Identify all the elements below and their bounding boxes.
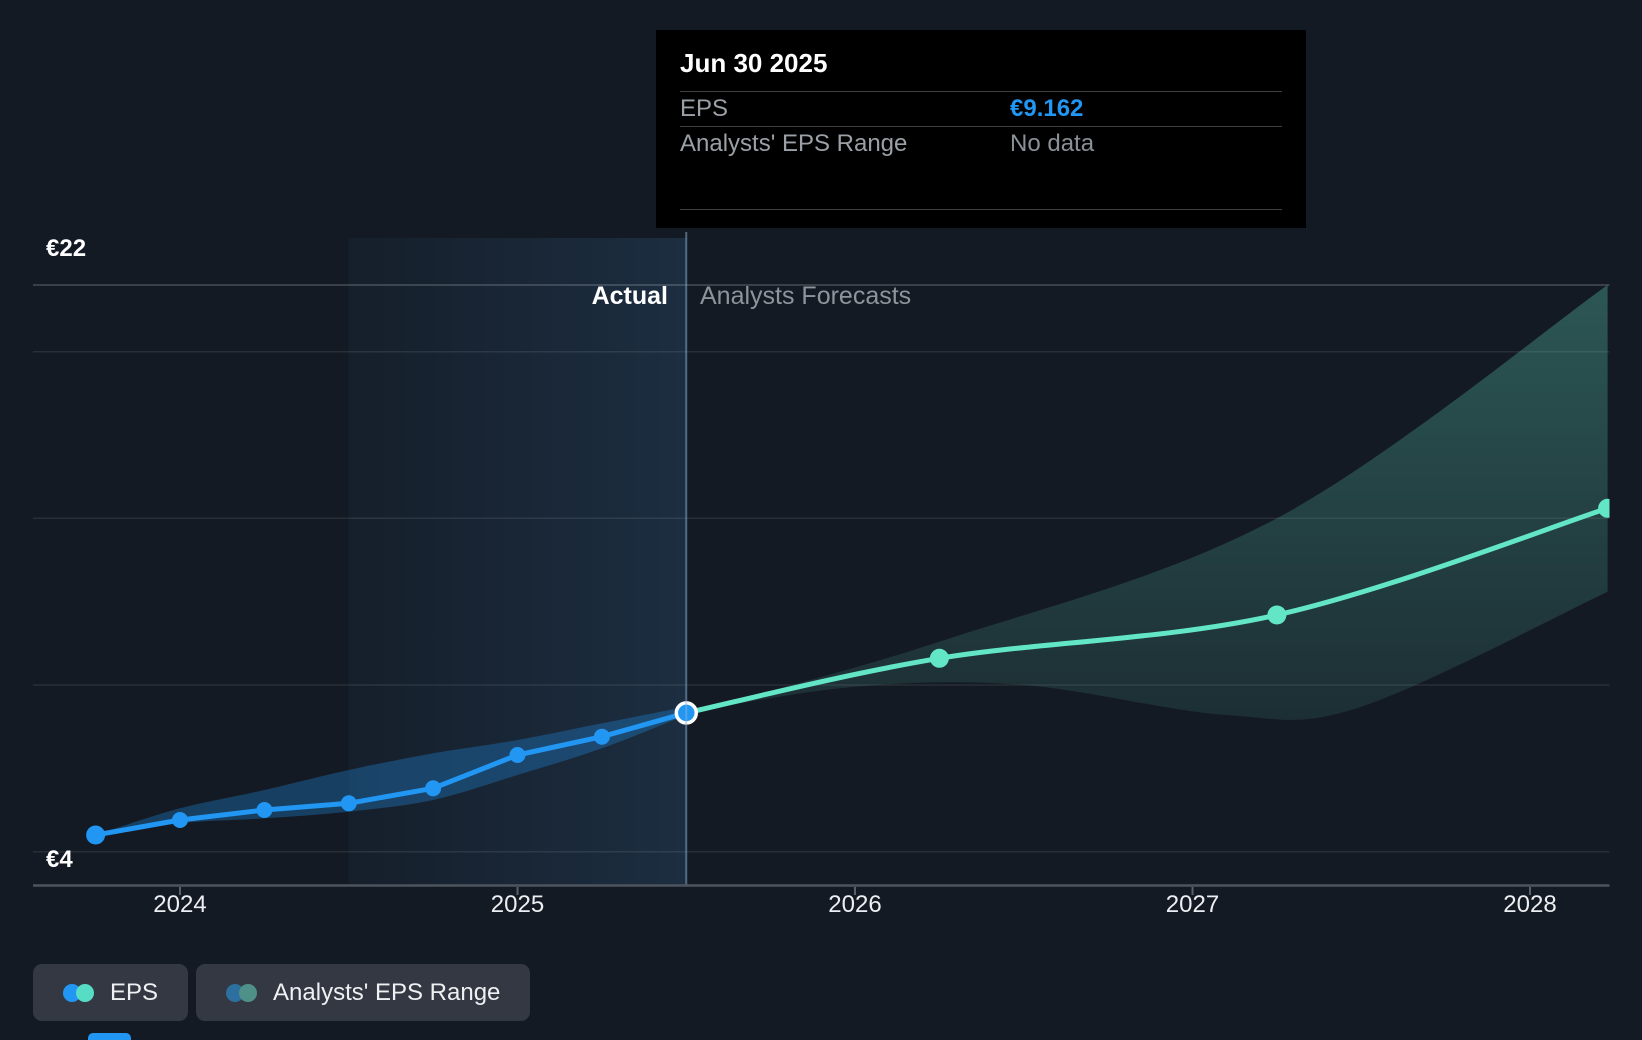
tooltip-range-value: No data	[1010, 130, 1095, 157]
tooltip-eps-value: €9.162	[1010, 95, 1084, 122]
tooltip-divider	[680, 209, 1282, 210]
forecasts-phase-label: Analysts Forecasts	[700, 282, 912, 310]
eps-series-icon	[63, 983, 94, 1002]
cut-off-blue-element[interactable]	[88, 1033, 131, 1040]
x-axis-label-2025: 2025	[490, 891, 545, 918]
legend-item-eps[interactable]: EPS	[33, 964, 189, 1021]
x-axis-label-2027: 2027	[1165, 891, 1220, 918]
x-axis-label-2028: 2028	[1503, 891, 1557, 918]
sea-green-dot-icon	[239, 983, 258, 1002]
range-series-icon	[226, 983, 258, 1002]
x-axis: 2024 2025 2026 2027 2028	[0, 891, 1642, 925]
teal-dot-icon	[76, 983, 94, 1002]
data-point-actual[interactable]	[593, 728, 610, 745]
data-point-actual[interactable]	[509, 747, 526, 763]
tooltip-row-eps: EPS €9.162	[680, 92, 1282, 126]
tooltip-divider	[680, 91, 1282, 92]
data-point-actual[interactable]	[172, 812, 188, 828]
data-point-forecast[interactable]	[1598, 498, 1617, 518]
actual-period-highlight	[348, 238, 687, 885]
data-point-forecast[interactable]	[1267, 605, 1287, 625]
x-axis-label-2024: 2024	[153, 891, 207, 918]
legend-eps-label: EPS	[110, 978, 159, 1006]
chart-tooltip: Jun 30 2025 EPS €9.162 Analysts' EPS Ran…	[656, 30, 1306, 228]
tooltip-row-range: Analysts' EPS Range No data	[680, 127, 1282, 161]
data-point-forecast[interactable]	[929, 648, 949, 668]
data-point-actual[interactable]	[425, 780, 442, 797]
legend-item-analysts-range[interactable]: Analysts' EPS Range	[196, 964, 531, 1021]
data-point-actual[interactable]	[86, 825, 106, 845]
x-axis-label-2026: 2026	[828, 891, 882, 918]
data-point-actual[interactable]	[256, 802, 273, 818]
y-axis-min-label: €4	[46, 846, 73, 873]
eps-forecast-line	[683, 505, 1610, 716]
chart-legend: EPS Analysts' EPS Range	[33, 964, 531, 1021]
analysts-eps-range-band	[686, 285, 1608, 720]
tooltip-eps-label: EPS	[680, 95, 729, 122]
tooltip-spacer	[680, 161, 1282, 209]
actual-eps-band	[95, 706, 687, 837]
legend-range-label: Analysts' EPS Range	[273, 978, 501, 1006]
eps-actual-line	[93, 710, 689, 838]
y-axis-max-label: €22	[46, 235, 87, 262]
tooltip-range-label: Analysts' EPS Range	[680, 130, 908, 157]
data-point-actual[interactable]	[340, 795, 357, 812]
tooltip-date: Jun 30 2025	[680, 48, 828, 78]
tooltip-divider	[680, 126, 1282, 127]
actual-phase-label: Actual	[591, 282, 668, 310]
